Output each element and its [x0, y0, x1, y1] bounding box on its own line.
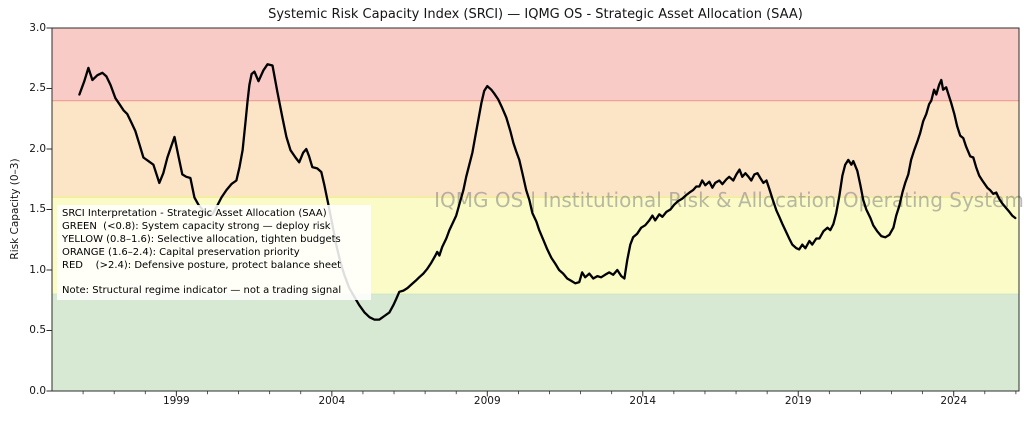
band-orange — [52, 100, 1019, 198]
band-green — [52, 294, 1019, 391]
interpretation-box: SRCI Interpretation - Strategic Asset Al… — [57, 205, 371, 300]
interpretation-line: RED (>2.4): Defensive posture, protect b… — [62, 259, 342, 271]
y-tick-label-0.0: 0.0 — [29, 384, 46, 397]
x-tick-label-2014: 2014 — [629, 395, 657, 407]
watermark: IQMG OS | Institutional Risk & Allocatio… — [434, 188, 1024, 212]
y-tick-label-1.0: 1.0 — [29, 263, 46, 276]
x-tick-label-2019: 2019 — [784, 395, 812, 407]
interpretation-line: Note: Structural regime indicator — not … — [62, 285, 342, 297]
y-tick-label-0.5: 0.5 — [29, 324, 46, 336]
y-tick-label-3.0: 3.0 — [29, 21, 46, 34]
x-tick-label-2009: 2009 — [473, 395, 501, 407]
y-tick-label-2.0: 2.0 — [29, 142, 46, 155]
band-red — [52, 28, 1019, 101]
axis-ticks — [46, 27, 1017, 397]
interpretation-line: ORANGE (1.6–2.4): Capital preservation p… — [62, 246, 300, 258]
chart-title: Systemic Risk Capacity Index (SRCI) — IQ… — [268, 7, 803, 22]
y-axis-label: Risk Capacity (0–3) — [9, 158, 21, 260]
x-tick-label-1999: 1999 — [162, 395, 190, 407]
risk-bands — [52, 28, 1019, 391]
y-tick-label-2.5: 2.5 — [29, 82, 46, 94]
x-tick-label-2004: 2004 — [318, 395, 346, 407]
interpretation-line — [62, 273, 371, 286]
interpretation-line: GREEN (<0.8): System capacity strong — d… — [62, 220, 331, 232]
x-tick-label-2024: 2024 — [940, 395, 968, 407]
interpretation-line: YELLOW (0.8–1.6): Selective allocation, … — [62, 233, 341, 245]
y-tick-label-1.5: 1.5 — [29, 203, 46, 215]
srci-series-line — [78, 63, 1017, 321]
interpretation-line: SRCI Interpretation - Strategic Asset Al… — [62, 208, 327, 219]
